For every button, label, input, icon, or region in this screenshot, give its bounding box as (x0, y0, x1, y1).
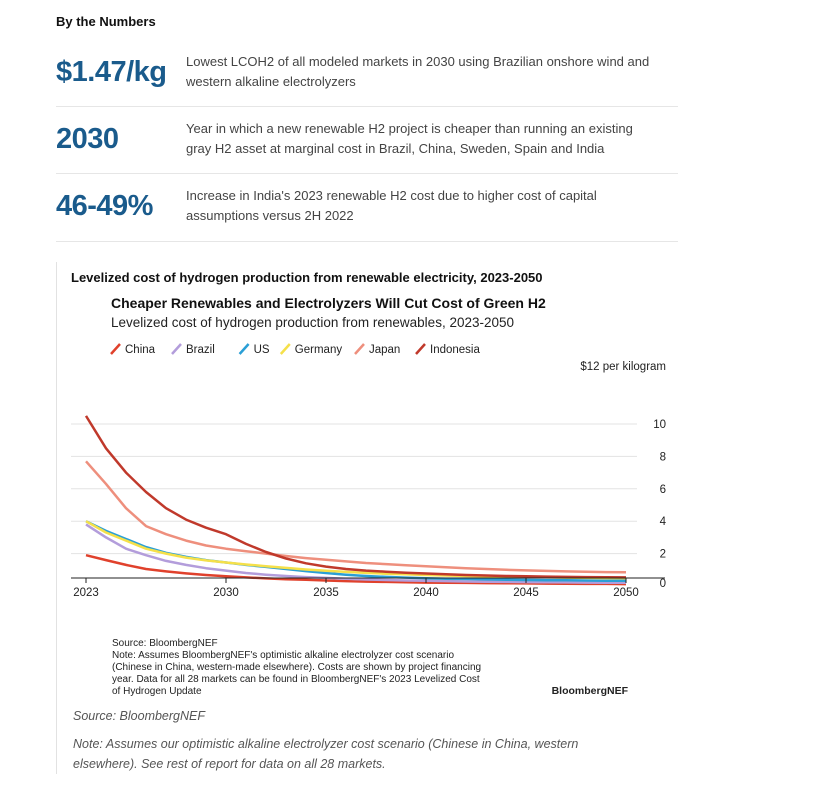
series-line (84, 415, 627, 579)
stat-description-line: assumptions versus 2H 2022 (186, 208, 354, 223)
chart-heading: Levelized cost of hydrogen production fr… (71, 270, 543, 285)
section-title: By the Numbers (56, 14, 156, 29)
x-tick-label: 2023 (73, 587, 99, 599)
legend-item: China (110, 343, 156, 356)
legend-item: Indonesia (415, 343, 480, 356)
x-tick-label: 2040 (413, 587, 439, 599)
footer-note-line: Note: Assumes our optimistic alkaline el… (73, 737, 579, 751)
y-tick-label: 4 (660, 516, 667, 528)
legend-item: Germany (279, 343, 343, 356)
stat-description: Increase in India's 2023 renewable H2 co… (186, 186, 681, 226)
legend-label: Brazil (186, 344, 215, 356)
chart-grid (71, 423, 637, 555)
y-tick-label: 8 (660, 451, 666, 463)
series-line (85, 523, 626, 585)
stat-description-line: Increase in India's 2023 renewable H2 co… (186, 188, 597, 203)
stat-row: 2030 Year in which a new renewable H2 pr… (56, 107, 678, 174)
legend-swatch (354, 343, 365, 355)
legend-item: US (238, 343, 270, 356)
stat-description-line: Year in which a new renewable H2 project… (186, 121, 633, 136)
stat-description-line: gray H2 asset at marginal cost in Brazil… (186, 141, 605, 156)
stat-row: 46-49% Increase in India's 2023 renewabl… (56, 174, 678, 242)
stat-description: Year in which a new renewable H2 project… (186, 119, 681, 159)
legend-swatch (279, 343, 291, 355)
chart-subtitle: Levelized cost of hydrogen production fr… (111, 315, 514, 330)
y-axis: 0 2 4 6 8 10 (653, 419, 666, 590)
legend-label: Japan (369, 344, 400, 356)
chart-source-line: (Chinese in China, western-made elsewher… (112, 662, 481, 673)
legend-label: Indonesia (430, 344, 480, 356)
y-unit-label: $12 per kilogram (580, 361, 666, 373)
series-line (85, 460, 627, 574)
footer-note-line: elsewhere). See rest of report for data … (73, 757, 386, 771)
chart-source-line: Note: Assumes BloombergNEF's optimistic … (112, 650, 454, 661)
y-tick-label: 2 (660, 549, 666, 561)
legend-swatch (171, 343, 182, 355)
x-tick-label: 2050 (613, 587, 639, 599)
legend-label: China (125, 344, 156, 356)
chart-brand: BloombergNEF (552, 685, 629, 697)
stat-value: $1.47/kg (56, 56, 167, 88)
footer-note: Note: Assumes our optimistic alkaline el… (73, 734, 578, 774)
line-chart: Cheaper Renewables and Electrolyzers Wil… (71, 295, 667, 697)
legend-label: Germany (295, 344, 343, 356)
footer-source: Source: BloombergNEF (73, 709, 206, 723)
stat-description-line: Lowest LCOH2 of all modeled markets in 2… (186, 54, 650, 69)
chart-source-line: year. Data for all 28 markets can be fou… (112, 674, 480, 685)
legend-label: US (254, 344, 270, 356)
stat-value: 46-49% (56, 190, 153, 222)
legend-swatch (110, 343, 121, 355)
series-line (85, 553, 627, 586)
x-tick-label: 2045 (513, 587, 539, 599)
chart-source-line: Source: BloombergNEF (112, 638, 218, 649)
chart-title: Cheaper Renewables and Electrolyzers Wil… (111, 295, 546, 311)
stat-description-line: western alkaline electrolyzers (186, 74, 356, 89)
chart-section: Levelized cost of hydrogen production fr… (56, 262, 679, 774)
stat-description: Lowest LCOH2 of all modeled markets in 2… (186, 52, 681, 92)
chart-source-note: Source: BloombergNEF Note: Assumes Bloom… (112, 638, 629, 697)
legend-item: Brazil (171, 343, 215, 356)
x-tick-label: 2035 (313, 587, 339, 599)
y-tick-label: 10 (653, 419, 666, 431)
x-tick-label: 2030 (213, 587, 239, 599)
chart-source-line: of Hydrogen Update (112, 686, 202, 697)
stat-value: 2030 (56, 123, 119, 155)
legend-swatch (415, 343, 426, 355)
chart-series (84, 415, 627, 586)
legend-item: Japan (354, 343, 400, 356)
chart-legend: China Brazil US Germany Japan Indonesia (110, 343, 480, 356)
stat-row: $1.47/kg Lowest LCOH2 of all modeled mar… (56, 40, 678, 107)
x-axis: 2023 2030 2035 2040 2045 2050 (73, 578, 639, 599)
y-tick-label: 6 (660, 484, 666, 496)
y-tick-label: 0 (660, 578, 666, 590)
legend-swatch (238, 343, 250, 355)
